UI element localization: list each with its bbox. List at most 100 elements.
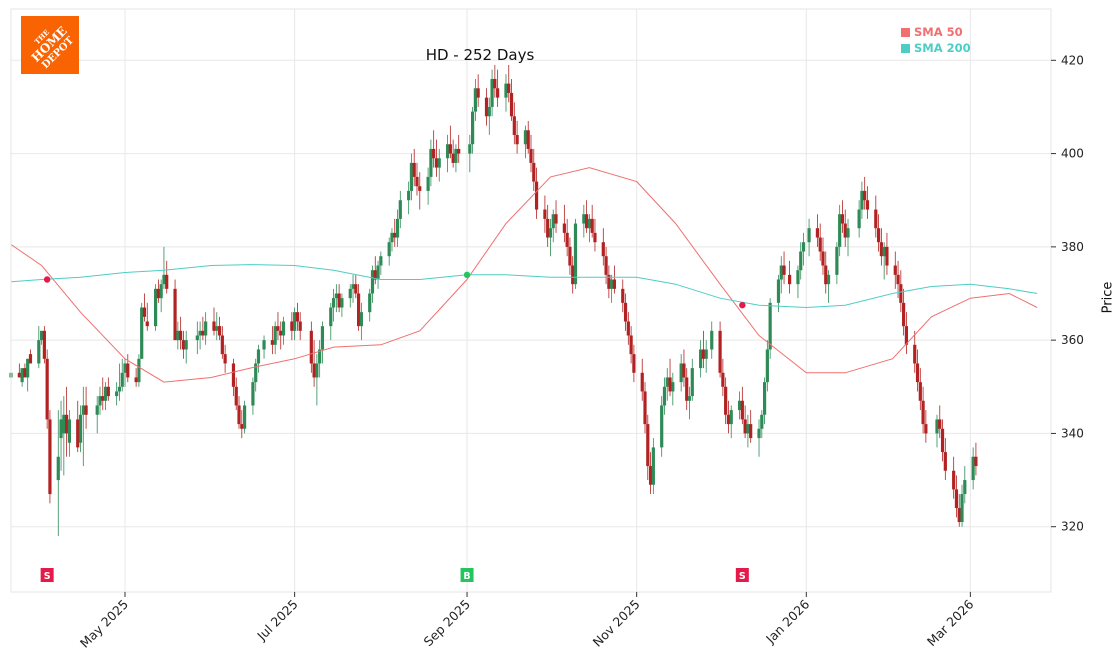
candle-body <box>204 321 208 336</box>
candle-body <box>974 456 978 467</box>
candle-body <box>137 358 141 383</box>
candle <box>607 265 611 299</box>
candle <box>568 237 572 275</box>
candle <box>740 386 744 425</box>
candle-body <box>78 414 83 443</box>
candle-body <box>690 368 694 397</box>
candle-body <box>568 246 572 266</box>
candle <box>471 106 475 154</box>
candle-body <box>123 363 127 373</box>
candle-body <box>409 162 414 191</box>
candle <box>749 410 753 443</box>
candle <box>215 312 219 341</box>
candle <box>487 97 491 135</box>
candle <box>957 494 961 527</box>
candle <box>496 69 500 107</box>
candle <box>320 321 325 364</box>
candle <box>137 354 141 387</box>
candle-body <box>376 265 380 280</box>
candle <box>159 279 163 313</box>
candle <box>354 274 358 299</box>
candle-body <box>448 144 452 154</box>
candle-body <box>846 228 850 238</box>
candle <box>337 284 341 313</box>
candle-body <box>293 312 297 331</box>
candle-body <box>632 354 636 373</box>
candle-body <box>940 428 945 453</box>
candle-body <box>546 218 550 238</box>
candle-body <box>548 228 553 238</box>
y-tick-label: 380 <box>1061 240 1084 254</box>
candle-body <box>526 130 530 149</box>
candle-body <box>665 377 669 387</box>
candle <box>554 200 558 233</box>
candle <box>534 167 539 219</box>
candle-body <box>356 293 361 327</box>
candle-body <box>20 368 24 383</box>
candle <box>699 340 703 378</box>
candle <box>860 181 864 219</box>
candle-body <box>760 414 764 429</box>
legend-item-sma50: SMA 50 <box>901 24 971 40</box>
candle <box>240 410 244 439</box>
candle <box>509 78 514 121</box>
candle-body <box>153 288 158 327</box>
candle <box>896 260 900 299</box>
candle-body <box>337 293 341 308</box>
candle-body <box>963 480 967 495</box>
candle-body <box>62 414 66 434</box>
candle <box>543 195 547 233</box>
candle <box>632 344 636 383</box>
candle-body <box>195 335 199 341</box>
candle-body <box>59 419 63 439</box>
candle-body <box>529 148 533 163</box>
candle-body <box>240 424 244 429</box>
candle <box>426 167 430 205</box>
candle-body <box>140 307 144 359</box>
candle <box>546 204 550 247</box>
candle <box>874 195 878 238</box>
candle-body <box>340 298 344 308</box>
candle-body <box>315 363 319 378</box>
candle <box>746 414 750 448</box>
x-tick-label: Nov 2025 <box>590 597 643 650</box>
candle <box>451 139 455 168</box>
candle-body <box>468 144 472 154</box>
candle-body <box>815 228 820 238</box>
candle <box>902 288 906 336</box>
candle-body <box>120 372 124 387</box>
candle <box>779 256 783 294</box>
candle-body <box>390 232 394 243</box>
candle <box>62 396 66 476</box>
candle <box>918 368 922 411</box>
candle <box>318 340 322 378</box>
candle <box>409 153 414 201</box>
candle <box>220 326 224 359</box>
candle <box>273 321 277 355</box>
candle <box>826 270 831 303</box>
candle-body <box>601 242 605 257</box>
candle <box>153 284 158 331</box>
candle <box>687 386 692 420</box>
candle <box>390 228 394 252</box>
candle-body <box>765 349 769 383</box>
candle <box>840 200 845 233</box>
candle-body <box>487 106 491 117</box>
grid-lines <box>11 9 1051 592</box>
candle-body <box>484 97 489 117</box>
candle <box>48 410 52 504</box>
candle-body <box>957 508 961 523</box>
candle <box>78 405 83 453</box>
candle <box>685 368 689 411</box>
candle <box>398 190 402 229</box>
candle-body <box>971 456 975 481</box>
candle-body <box>432 148 436 159</box>
legend: SMA 50 SMA 200 <box>901 24 971 56</box>
candle-body <box>865 200 870 210</box>
signal-badge <box>460 568 474 582</box>
candle <box>921 386 925 434</box>
candle <box>629 326 633 364</box>
candle-body <box>179 330 183 341</box>
candle-body <box>496 88 500 98</box>
